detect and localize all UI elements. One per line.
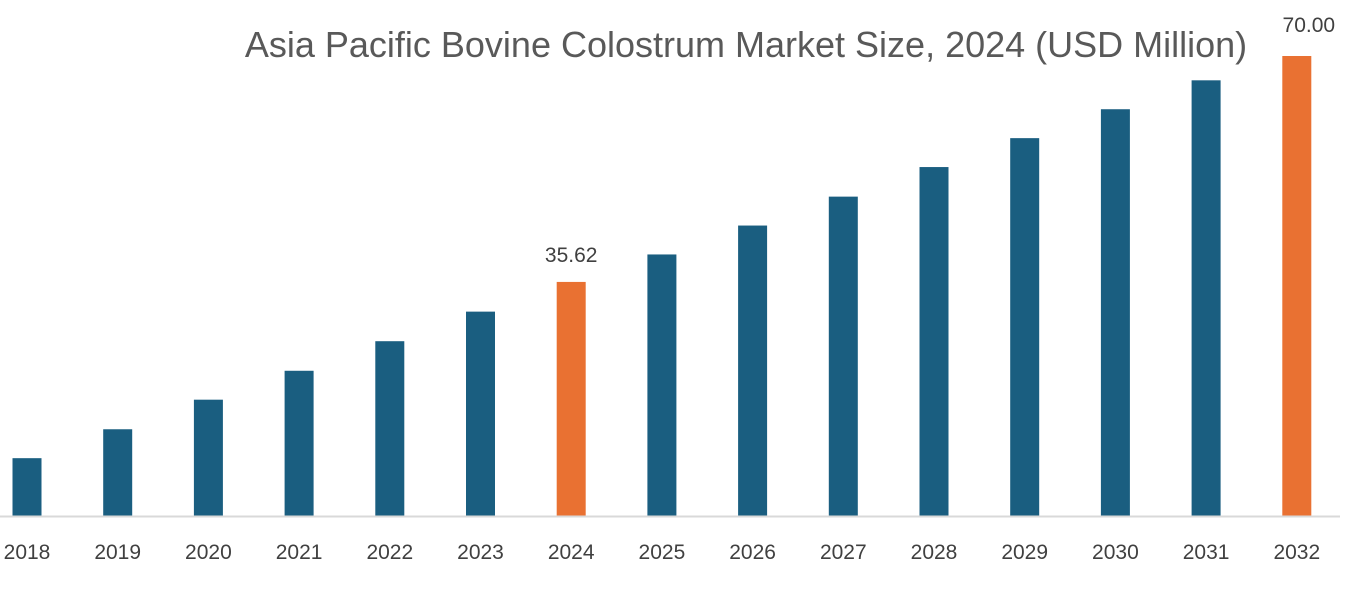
bar-2030 <box>1100 109 1130 516</box>
x-tick-label: 2024 <box>548 541 595 564</box>
data-label-2032: 70.00 <box>1283 14 1336 37</box>
bar-2032 <box>1282 56 1312 516</box>
x-tick-label: 2025 <box>639 541 686 564</box>
x-tick-label: 2030 <box>1092 541 1139 564</box>
x-tick-label: 2031 <box>1183 541 1230 564</box>
bar-2020 <box>193 399 223 516</box>
bar-2025 <box>647 254 677 516</box>
bar-2026 <box>738 225 768 517</box>
x-tick-label: 2026 <box>729 541 776 564</box>
x-tick-label: 2021 <box>276 541 323 564</box>
bar-2028 <box>919 167 949 517</box>
chart-title: Asia Pacific Bovine Colostrum Market Siz… <box>244 24 1248 65</box>
bar-2024 <box>556 281 586 516</box>
bar-2023 <box>466 311 495 516</box>
bar-2022 <box>375 341 405 516</box>
x-tick-label: 2022 <box>366 541 413 564</box>
bar-2019 <box>103 429 133 516</box>
x-tick-label: 2029 <box>1001 541 1048 564</box>
x-tick-label: 2020 <box>185 541 232 564</box>
x-tick-label: 2032 <box>1273 541 1320 564</box>
bar-2031 <box>1191 80 1221 517</box>
bar-2029 <box>1010 138 1040 516</box>
data-label-2024: 35.62 <box>545 244 598 267</box>
x-tick-label: 2023 <box>457 541 504 564</box>
bar-2018 <box>12 458 42 516</box>
x-tick-label: 2027 <box>820 541 867 564</box>
bar-2027 <box>828 196 858 516</box>
bar-2021 <box>284 370 314 516</box>
x-tick-label: 2018 <box>4 541 51 564</box>
x-tick-label: 2028 <box>911 541 958 564</box>
x-tick-label: 2019 <box>94 541 141 564</box>
